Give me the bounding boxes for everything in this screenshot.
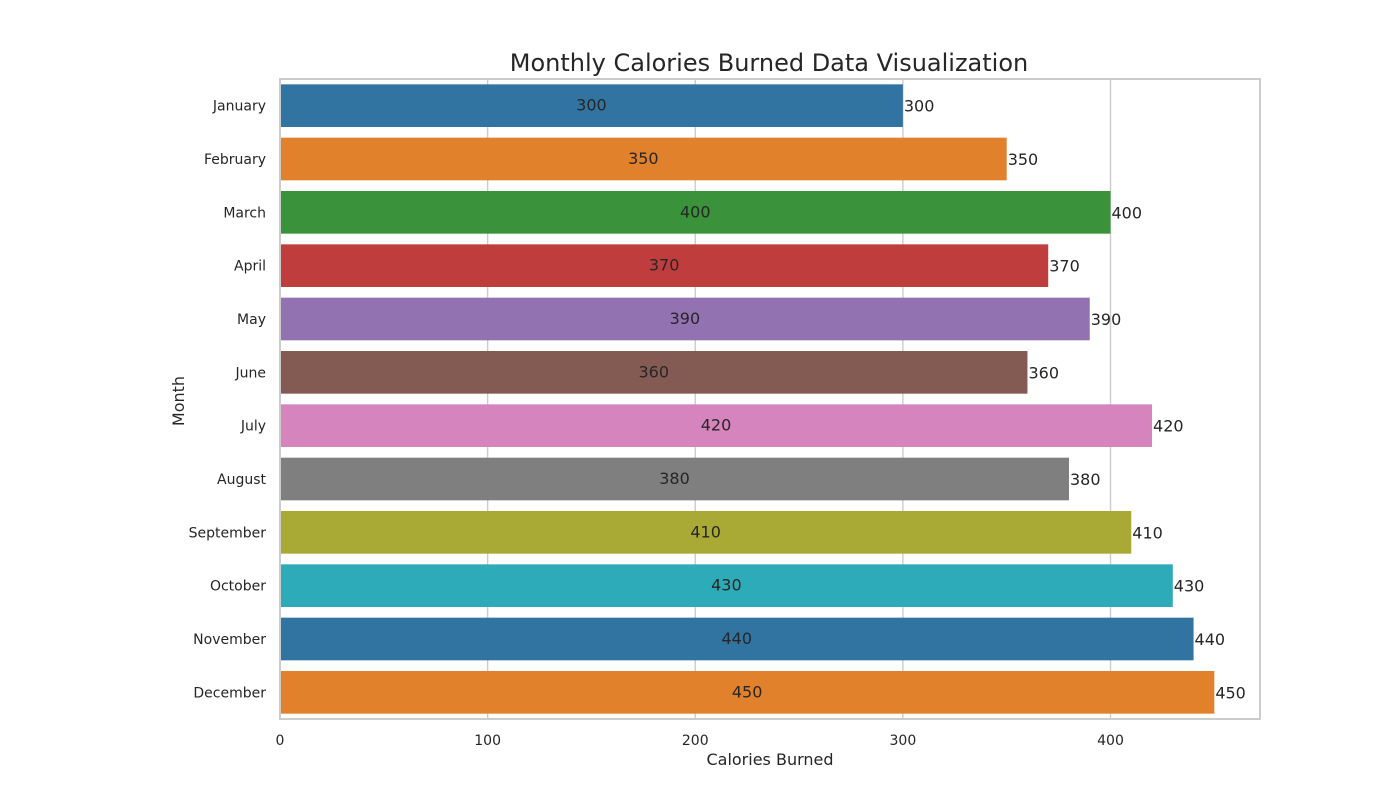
bar-end-label: 370 [1049, 257, 1080, 276]
bar-inner-label: 360 [638, 362, 669, 381]
bar-august [280, 457, 1069, 501]
y-tick-label: July [240, 419, 266, 435]
bar-october [280, 564, 1173, 607]
y-tick-label: May [237, 312, 266, 328]
bar-end-label: 450 [1215, 683, 1246, 702]
bar-inner-label: 410 [690, 522, 721, 541]
x-tick-label: 300 [890, 733, 917, 749]
y-tick-label: March [223, 205, 266, 221]
y-tick-label: February [204, 152, 266, 168]
bar-end-label: 380 [1070, 470, 1101, 489]
x-tick-label: 400 [1097, 733, 1124, 749]
bar-february [280, 137, 1007, 181]
bar-labels: 300 300 350 350 400 400 370 370 390 390 360 360 420 4… [576, 96, 1246, 703]
bars [280, 84, 1215, 714]
y-tick-label: December [193, 685, 266, 701]
bar-inner-label: 420 [701, 416, 732, 435]
y-tick-label: January [212, 99, 266, 115]
plot-frame [279, 78, 1261, 720]
bar-inner-label: 440 [722, 629, 753, 648]
x-tick-label: 0 [276, 733, 285, 749]
bar-inner-label: 430 [711, 576, 742, 595]
bar-end-label: 400 [1112, 203, 1143, 222]
bar-march [280, 191, 1111, 234]
bar-end-label: 360 [1028, 363, 1059, 382]
bar-inner-label: 300 [576, 96, 607, 115]
bar-inner-label: 390 [670, 309, 701, 328]
bar-june [280, 351, 1028, 394]
bar-inner-label: 400 [680, 202, 711, 221]
x-tick-labels: 0 100 200 300 400 [276, 733, 1124, 749]
bar-end-label: 410 [1132, 523, 1163, 542]
bar-end-label: 390 [1091, 310, 1122, 329]
bar-end-label: 420 [1153, 417, 1184, 436]
bar-end-label: 430 [1174, 577, 1205, 596]
x-tick-label: 100 [474, 733, 501, 749]
bar-april [280, 244, 1049, 287]
y-tick-label: June [235, 365, 267, 381]
y-tick-label: October [210, 579, 266, 595]
y-tick-label: August [217, 472, 267, 488]
bar-inner-label: 350 [628, 149, 659, 168]
bar-inner-label: 450 [732, 682, 763, 701]
bar-end-label: 440 [1195, 630, 1226, 649]
bar-july [280, 404, 1153, 447]
bar-end-label: 350 [1008, 150, 1039, 169]
bar-inner-label: 380 [659, 469, 690, 488]
y-tick-label: September [189, 525, 267, 541]
y-tick-label: November [193, 632, 266, 648]
bar-september [280, 511, 1132, 554]
bar-november [280, 617, 1194, 661]
y-tick-label: April [234, 259, 266, 275]
chart-title: Monthly Calories Burned Data Visualizati… [510, 49, 1028, 77]
bar-may [280, 297, 1090, 341]
bar-december [280, 671, 1215, 714]
bar-inner-label: 370 [649, 256, 680, 275]
x-tick-label: 200 [682, 733, 709, 749]
x-axis-label: Calories Burned [706, 750, 833, 769]
bar-january [280, 84, 903, 127]
y-tick-labels: January February March April May June July Augu… [189, 99, 267, 702]
bar-end-label: 300 [904, 97, 935, 116]
y-axis-label: Month [169, 376, 188, 426]
